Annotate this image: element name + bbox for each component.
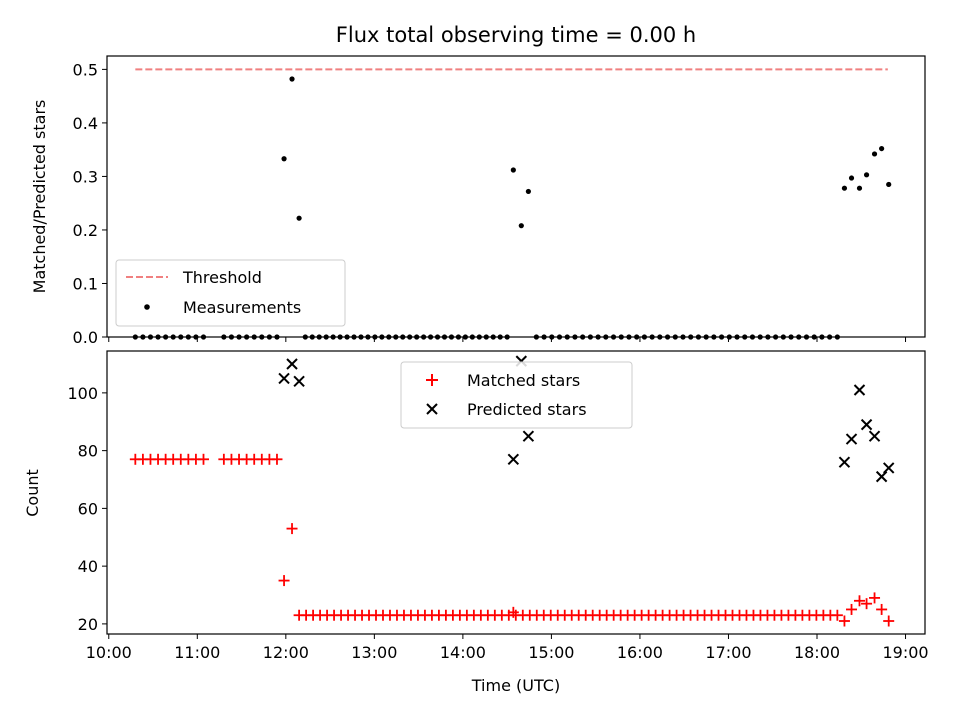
y-tick-label: 40 — [78, 557, 98, 576]
predicted-star-point — [853, 384, 866, 396]
top-legend-box — [115, 259, 346, 327]
predicted-star-point — [875, 470, 888, 483]
matched-star-point — [286, 523, 298, 535]
legend-measurements-marker — [144, 304, 150, 310]
top-panel-ylabel: Matched/Predicted stars — [30, 100, 49, 294]
measurement-point — [518, 223, 524, 229]
y-tick-label: 0.1 — [73, 274, 98, 293]
measurement-point — [525, 188, 531, 195]
matched-star-point — [846, 603, 858, 615]
legend-threshold-label: Threshold — [182, 268, 262, 287]
x-tick-label: 13:00 — [351, 643, 397, 662]
y-tick-label: 20 — [78, 615, 98, 634]
top-panel: 0.0 0.1 0.2 0.3 0.4 0.5 Matched/Predicted sta… — [30, 55, 926, 347]
legend-matched-marker — [426, 374, 438, 386]
y-tick-label: 0.0 — [73, 328, 98, 347]
measurement-point — [289, 76, 295, 82]
legend-predicted-label: Predicted stars — [467, 400, 587, 419]
bottom-panel-frame — [106, 350, 926, 635]
predicted-star-point — [868, 430, 881, 442]
x-tick-label: 14:00 — [440, 643, 486, 662]
matched-star-point — [838, 615, 850, 627]
matched-star-point — [507, 606, 519, 618]
y-tick-label: 60 — [78, 499, 98, 518]
measurement-point — [281, 156, 287, 162]
matched-star-point — [853, 595, 865, 607]
matched-star-point — [831, 609, 843, 621]
bottom-panel-marks — [129, 355, 895, 627]
top-legend: Threshold Measurements — [115, 259, 346, 327]
matched-star-point — [197, 453, 209, 465]
y-tick-label: 0.2 — [73, 221, 98, 240]
x-axis-label: Time (UTC) — [471, 676, 560, 695]
matched-star-point — [278, 575, 290, 587]
x-tick-label: 12:00 — [263, 643, 309, 662]
measurement-point — [510, 167, 516, 173]
matched-star-point — [271, 453, 283, 465]
matched-star-point — [869, 592, 881, 604]
predicted-star-point — [522, 430, 535, 442]
y-tick-label: 0.5 — [73, 60, 98, 79]
x-tick-label: 11:00 — [174, 643, 220, 662]
measurement-point — [871, 151, 878, 157]
y-tick-label: 0.4 — [73, 114, 98, 133]
matched-star-point — [861, 598, 873, 610]
chart-title: Flux total observing time = 0.00 h — [336, 23, 696, 47]
bottom-panel-ylabel: Count — [23, 469, 42, 517]
predicted-star-point — [845, 433, 858, 445]
x-tick-label: 15:00 — [528, 643, 574, 662]
x-tick-label: 16:00 — [617, 643, 663, 662]
measurement-point — [886, 181, 892, 188]
legend-measurements-label: Measurements — [183, 298, 301, 317]
matched-star-point — [876, 603, 888, 615]
predicted-star-point — [838, 456, 851, 468]
x-tick-label: 19:00 — [882, 643, 928, 662]
legend-predicted-marker — [426, 403, 438, 415]
y-tick-label: 80 — [78, 442, 98, 461]
measurement-point — [296, 215, 302, 221]
top-panel-axes: 0.0 0.1 0.2 0.3 0.4 0.5 — [73, 60, 907, 347]
predicted-star-point — [882, 462, 895, 474]
predicted-star-point — [860, 418, 873, 431]
top-panel-frame — [106, 55, 926, 338]
matched-star-point — [883, 615, 895, 627]
predicted-star-point — [293, 375, 305, 388]
bottom-panel-axes: 10:00 11:00 12:00 13:00 14:00 15:00 16:00 17:00… — [67, 384, 928, 662]
y-tick-label: 0.3 — [73, 167, 98, 186]
predicted-star-point — [286, 358, 298, 370]
bottom-panel: 10:00 11:00 12:00 13:00 14:00 15:00 16:00 17:00… — [23, 350, 929, 695]
y-tick-label: 100 — [67, 384, 98, 403]
x-tick-label: 10:00 — [86, 643, 132, 662]
x-tick-label: 18:00 — [794, 643, 840, 662]
x-tick-label: 17:00 — [705, 643, 751, 662]
legend-matched-label: Matched stars — [467, 371, 580, 390]
bottom-legend: Matched stars Predicted stars — [400, 361, 633, 429]
predicted-star-point — [507, 453, 520, 465]
measurement-point — [856, 185, 863, 191]
measurement-point — [863, 172, 870, 178]
predicted-star-point — [278, 372, 290, 385]
measurement-point — [879, 145, 885, 152]
measurement-point — [841, 185, 848, 191]
measurement-point — [848, 175, 855, 181]
bottom-legend-box — [400, 361, 633, 429]
